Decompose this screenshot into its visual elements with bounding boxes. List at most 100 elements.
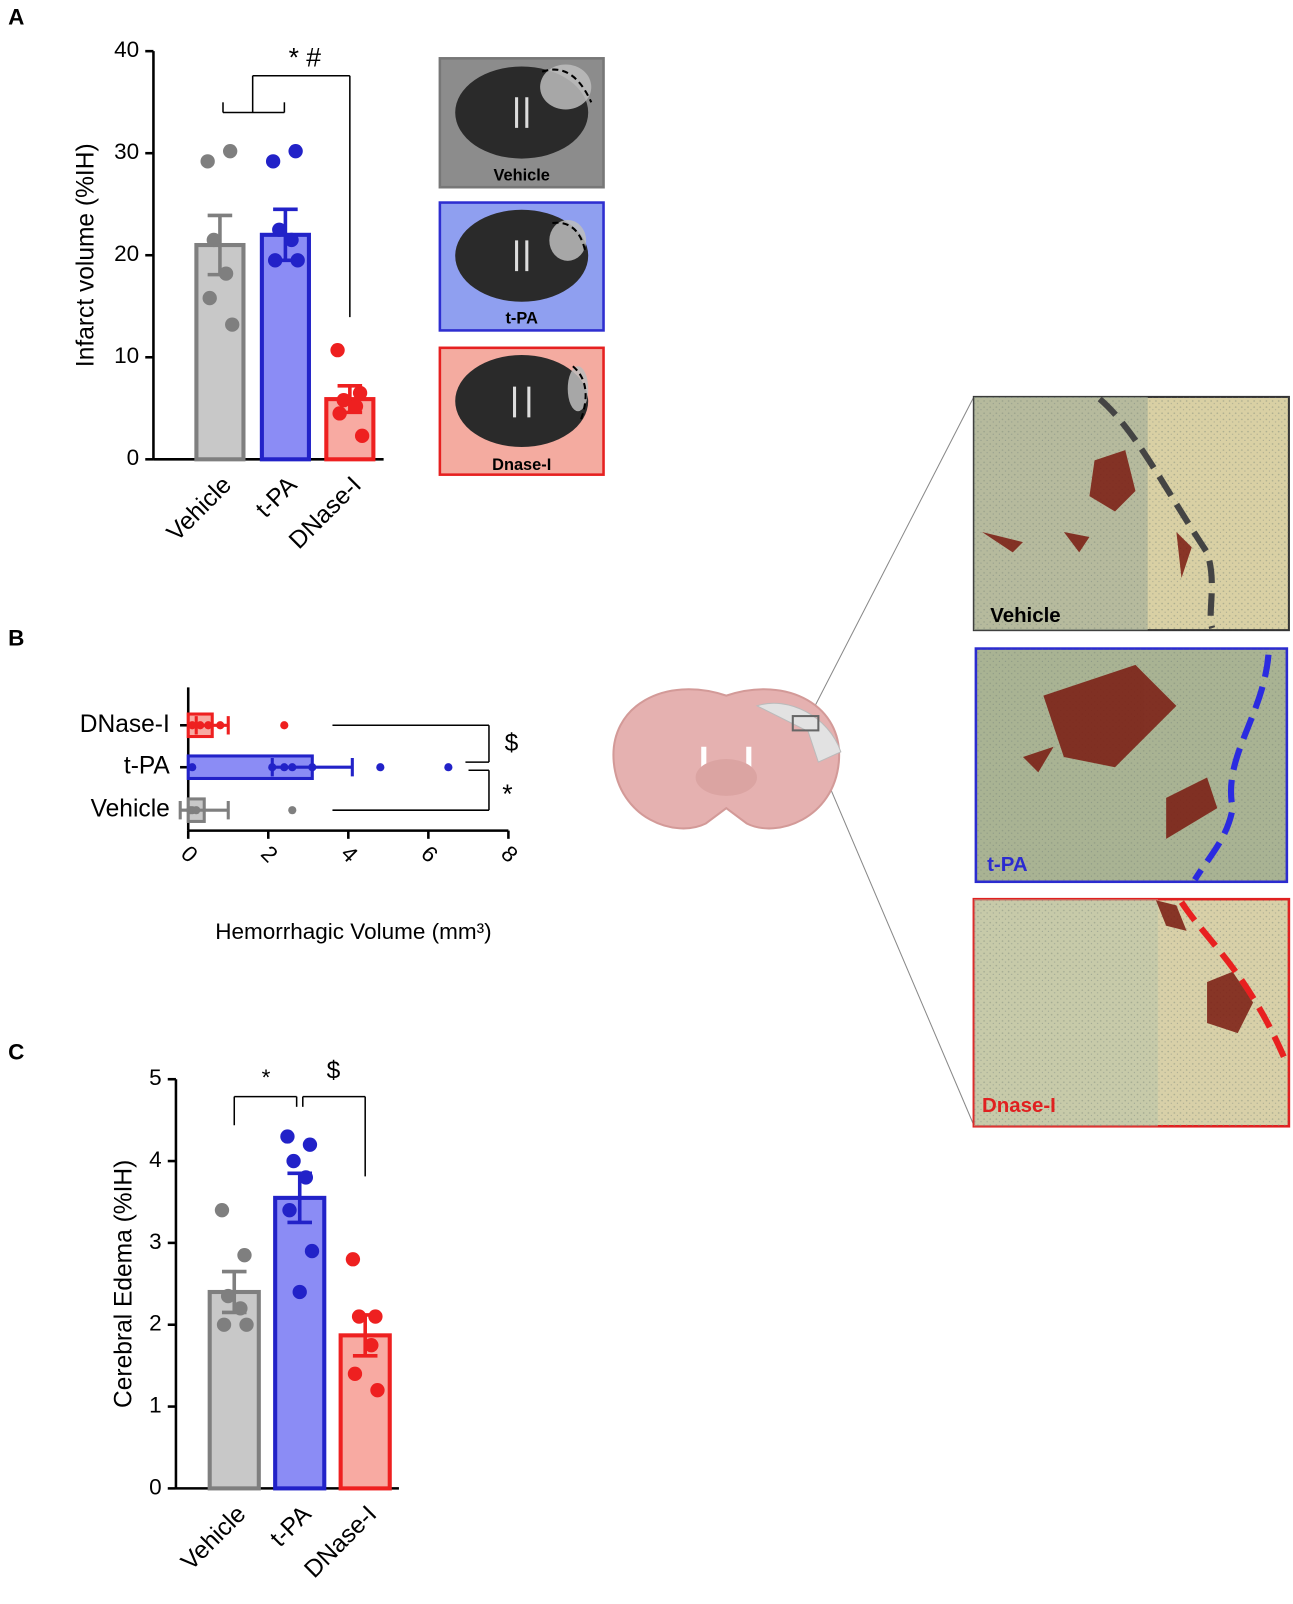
data-point <box>188 763 197 772</box>
data-point <box>268 763 277 772</box>
data-point <box>206 232 221 248</box>
histology-label: Vehicle <box>990 604 1060 627</box>
y-tick-label: 20 <box>114 241 139 266</box>
data-point <box>364 1338 379 1353</box>
y-axis-label: Cerebral Edema (%IH) <box>110 1160 137 1408</box>
data-point <box>218 266 234 281</box>
data-point <box>216 721 225 730</box>
y-axis-label: Infarct volume (%IH) <box>72 143 99 367</box>
y-tick-label: 40 <box>114 37 139 62</box>
data-point <box>233 1301 248 1316</box>
y-tick-label: 2 <box>149 1311 162 1336</box>
significance: * # <box>289 42 322 72</box>
x-tick-label: t-PA <box>251 471 303 523</box>
data-point <box>214 1202 230 1218</box>
data-point <box>304 1243 320 1259</box>
y-tick-label: Vehicle <box>91 796 170 823</box>
data-point <box>336 392 351 408</box>
data-point <box>286 1153 301 1169</box>
data-point <box>196 721 205 730</box>
y-tick-label: 4 <box>149 1147 162 1172</box>
y-tick-label: 0 <box>149 1474 162 1499</box>
x-tick-label: 6 <box>416 841 443 868</box>
bar <box>259 232 311 462</box>
mri-brain <box>455 354 589 448</box>
data-point <box>292 1284 307 1300</box>
y-tick-label: 5 <box>149 1065 162 1090</box>
data-point <box>239 1317 254 1332</box>
y-tick-label: 30 <box>114 139 139 164</box>
data-point <box>200 154 215 169</box>
x-tick-label: 8 <box>496 841 523 868</box>
data-point <box>192 806 201 815</box>
data-point <box>348 399 364 414</box>
data-point <box>354 428 370 444</box>
panel-label: C <box>8 1040 24 1065</box>
data-point <box>280 763 289 772</box>
data-point <box>370 1383 385 1398</box>
histology-panels <box>972 395 1291 1128</box>
data-point <box>237 1248 252 1263</box>
data-point <box>288 143 303 159</box>
data-point <box>223 143 238 159</box>
y-tick-label: DNase-I <box>80 711 170 738</box>
data-point <box>351 1309 367 1324</box>
x-tick-label: DNase-I <box>284 472 367 555</box>
data-point <box>332 406 347 421</box>
x-tick-label: t-PA <box>265 1500 317 1552</box>
histology-label: Dnase-I <box>982 1094 1056 1117</box>
data-point <box>330 342 345 358</box>
data-point <box>290 253 305 268</box>
bar <box>338 1333 392 1491</box>
data-point <box>280 721 289 730</box>
y-tick-label: 0 <box>127 445 140 470</box>
data-point <box>347 1366 363 1381</box>
histology-label: t-PA <box>987 853 1028 876</box>
y-tick-label: 3 <box>149 1229 162 1254</box>
bar <box>194 242 246 462</box>
significance: $ <box>327 1058 341 1085</box>
x-tick-label: 0 <box>176 841 203 868</box>
data-point <box>345 1252 361 1267</box>
x-tick-label: 2 <box>256 841 283 868</box>
data-point <box>216 1317 232 1332</box>
significance: $ <box>505 730 519 757</box>
x-axis-label: Hemorrhagic Volume (mm³) <box>215 919 491 944</box>
x-tick-label: Vehicle <box>162 472 237 547</box>
data-point <box>298 1170 314 1185</box>
data-point <box>308 763 317 772</box>
panel-label: A <box>8 4 24 29</box>
y-tick-label: t-PA <box>124 753 171 780</box>
data-point <box>268 253 283 268</box>
mri-label: t-PA <box>505 309 538 327</box>
mri-label: Dnase-I <box>492 456 551 474</box>
data-point <box>220 1288 236 1304</box>
significance: * <box>502 779 512 809</box>
data-point <box>302 1137 318 1152</box>
mri-panels <box>438 57 605 476</box>
x-tick-label: Vehicle <box>176 1501 251 1576</box>
panel-label: B <box>8 625 24 650</box>
data-point <box>272 222 287 237</box>
data-point <box>265 154 281 169</box>
data-point <box>280 1129 295 1144</box>
y-tick-label: 10 <box>114 343 139 368</box>
data-point <box>288 763 297 772</box>
x-tick-label: 4 <box>336 841 363 868</box>
data-point <box>444 763 453 772</box>
data-point <box>204 721 213 730</box>
data-point <box>282 1202 297 1218</box>
mri-label: Vehicle <box>494 166 550 184</box>
data-point <box>352 385 368 401</box>
y-tick-label: 1 <box>149 1392 162 1417</box>
data-point <box>225 317 240 332</box>
data-point <box>368 1309 383 1324</box>
data-point <box>284 232 299 248</box>
significance: * <box>262 1065 271 1090</box>
bar <box>273 1195 327 1491</box>
x-tick-label: DNase-I <box>299 1501 382 1584</box>
data-point <box>288 806 297 815</box>
data-point <box>202 290 217 306</box>
data-point <box>188 721 197 730</box>
